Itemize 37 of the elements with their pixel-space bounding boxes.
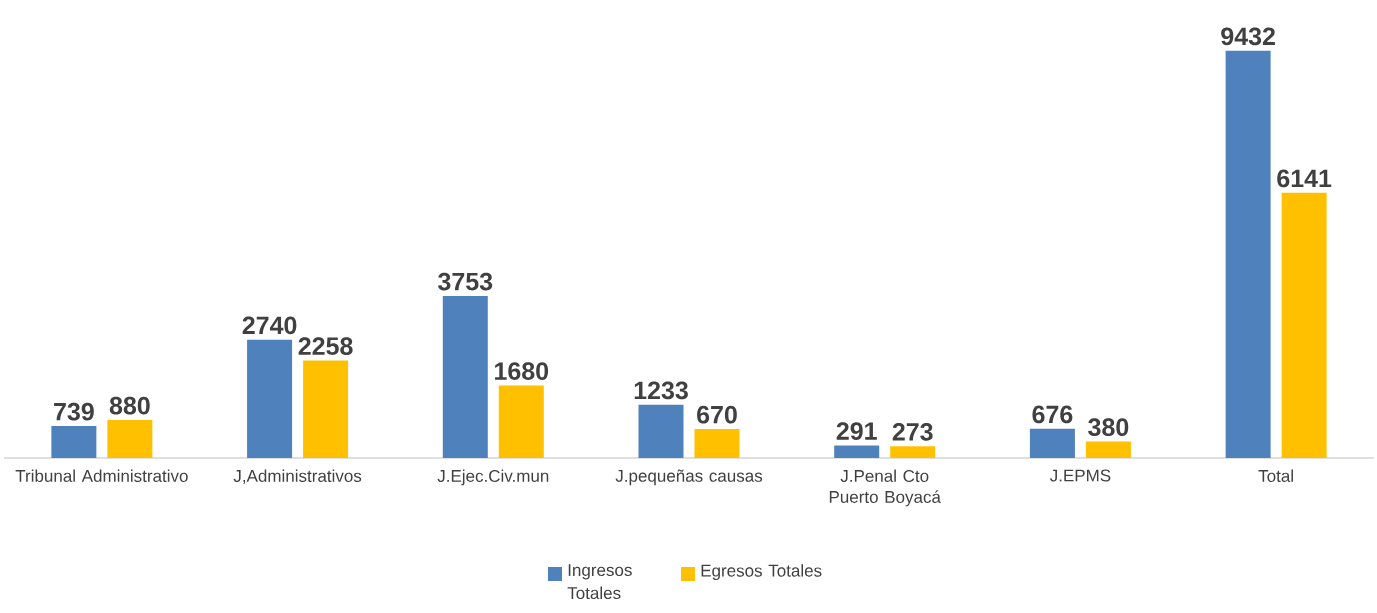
legend-label: Ingresos Totales	[567, 564, 632, 600]
x-tick-label: J.Penal Cto Puerto Boyacá	[829, 469, 941, 507]
bar	[1085, 441, 1131, 458]
x-tick-label: J.Ejec.Civ.mun	[437, 469, 549, 486]
data-label: 6141	[1277, 169, 1332, 188]
bar	[1281, 192, 1327, 458]
bar	[247, 339, 293, 458]
bar	[107, 419, 153, 458]
bar	[890, 446, 936, 458]
data-label: 670	[697, 405, 737, 424]
x-tick-label: J.pequeñas causas	[615, 469, 763, 486]
data-label: 1233	[634, 381, 688, 400]
data-label: 9432	[1221, 27, 1275, 46]
bar	[303, 360, 349, 458]
data-label: 880	[109, 396, 150, 415]
data-label: 1680	[495, 362, 549, 380]
x-tick-label: Total	[1258, 469, 1293, 482]
bar	[694, 429, 740, 458]
data-label: 2258	[298, 337, 353, 355]
bar	[51, 426, 97, 458]
bar	[442, 295, 488, 458]
x-tick-label: Tribunal Administrativo	[15, 469, 188, 482]
bar	[498, 385, 544, 458]
data-label: 3753	[438, 272, 493, 291]
x-tick-label: J.EPMS	[1049, 469, 1111, 482]
data-label: 380	[1088, 418, 1129, 437]
bar	[1029, 428, 1075, 458]
legend-label: Egresos Totales	[701, 564, 822, 581]
data-label: 676	[1032, 405, 1073, 424]
bar	[1225, 50, 1271, 458]
data-label: 739	[54, 402, 94, 421]
bar	[834, 445, 880, 458]
data-label: 273	[892, 422, 933, 441]
x-tick-label: J,Administrativos	[233, 469, 362, 484]
data-label: 2740	[242, 316, 297, 335]
bar	[638, 404, 684, 458]
data-label: 291	[836, 422, 877, 440]
